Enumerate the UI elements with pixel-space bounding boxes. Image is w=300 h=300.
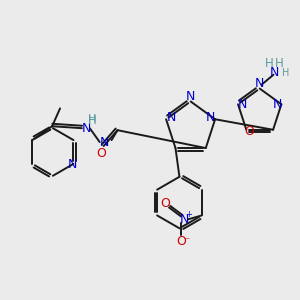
Text: H: H xyxy=(275,57,284,70)
Text: O: O xyxy=(176,235,186,248)
Text: N: N xyxy=(100,136,109,148)
Text: O: O xyxy=(97,148,106,160)
Text: H: H xyxy=(88,114,96,124)
Text: H: H xyxy=(265,57,274,70)
Text: N: N xyxy=(255,77,264,90)
Text: N: N xyxy=(68,158,77,171)
Text: N: N xyxy=(273,98,282,111)
Text: O: O xyxy=(160,197,170,210)
Text: +: + xyxy=(185,210,192,219)
Text: N: N xyxy=(82,122,92,135)
Text: H: H xyxy=(87,114,96,127)
Text: O: O xyxy=(244,125,254,138)
Text: H: H xyxy=(282,68,289,78)
Text: ⁻: ⁻ xyxy=(184,236,190,246)
Text: N: N xyxy=(206,111,215,124)
Text: N: N xyxy=(180,213,190,226)
Text: N: N xyxy=(237,98,247,111)
Text: N: N xyxy=(186,90,195,103)
Text: N: N xyxy=(270,66,279,79)
Text: N: N xyxy=(167,111,176,124)
